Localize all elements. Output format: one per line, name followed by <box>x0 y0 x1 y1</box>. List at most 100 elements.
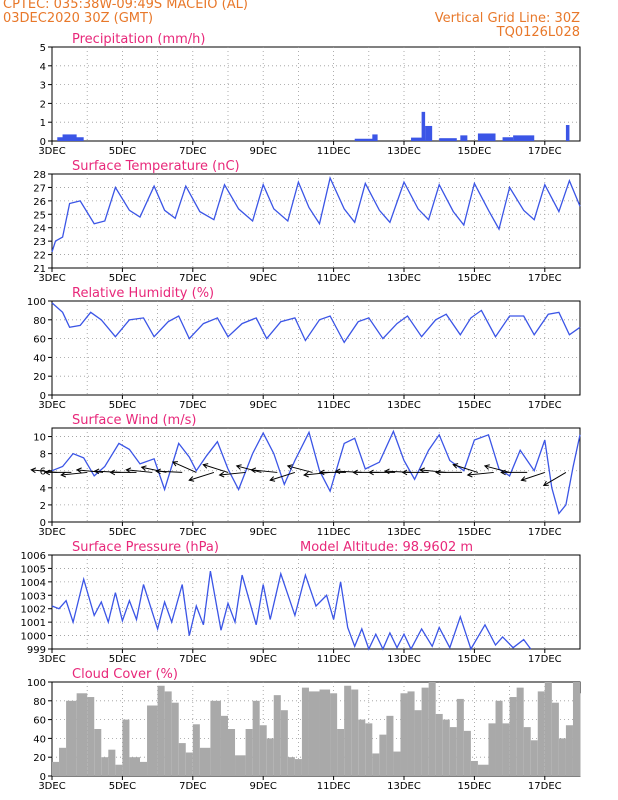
y-tick-label: 999 <box>27 645 46 656</box>
wind-arrow <box>156 470 183 473</box>
cloud-cover-bar <box>379 734 387 776</box>
y-tick-label: 2 <box>40 99 46 110</box>
x-tick-label: 7DEC <box>179 146 206 157</box>
x-tick-label: 15DEC <box>458 781 492 792</box>
y-tick-label: 60 <box>33 335 46 346</box>
wind-arrow-head <box>419 467 426 474</box>
cloud-cover-bar <box>66 700 77 776</box>
panel-title: Surface Wind (m/s) <box>72 413 196 428</box>
cloud-cover-bar <box>273 695 281 776</box>
x-tick-label: 11DEC <box>317 400 351 411</box>
x-tick-label: 9DEC <box>250 781 277 792</box>
y-tick-label: 0 <box>40 391 46 402</box>
cloud-cover-bar <box>544 682 552 776</box>
x-tick-label: 7DEC <box>179 781 206 792</box>
wind-arrow-head <box>171 461 178 467</box>
cloud-cover-bar <box>509 697 517 776</box>
cloud-cover-bar <box>393 751 401 776</box>
cloud-cover-bar <box>530 740 538 776</box>
y-tick-label: 27 <box>33 183 46 194</box>
precip-bar <box>421 111 426 141</box>
cloud-cover-bar <box>52 761 60 776</box>
plot-frame <box>51 427 581 523</box>
cloud-cover-bar <box>94 729 102 776</box>
wind-arrow <box>287 465 313 473</box>
panel-6: 0 20 40 60 80 100 3DEC 5DEC 7DEC 9DEC 11DEC 13DEC 15… <box>27 667 581 792</box>
cloud-cover-bar <box>59 747 67 776</box>
wind-arrow-head <box>250 467 257 474</box>
y-tick-label: 40 <box>33 734 46 745</box>
wind-arrow <box>251 469 278 473</box>
wind-arrow-head <box>483 464 490 470</box>
cloud-cover-bar <box>185 752 193 776</box>
x-tick-label: 13DEC <box>387 527 421 538</box>
wind-arrow <box>76 469 104 473</box>
cloud-cover-bar <box>178 743 186 776</box>
cloud-cover-bar <box>330 693 338 776</box>
wind-arrow-head <box>155 468 161 475</box>
series-line <box>51 570 532 651</box>
precip-bar <box>439 138 457 141</box>
y-tick-label: 24 <box>33 224 46 235</box>
cloud-cover-bar <box>308 691 320 776</box>
y-tick-label: 2 <box>40 501 46 512</box>
y-tick-label: 23 <box>33 237 46 248</box>
panel-title: Relative Humidity (%) <box>72 286 214 301</box>
cloud-cover-bar <box>470 760 478 776</box>
cloud-cover-bar <box>442 719 450 776</box>
cloud-cover-bar <box>351 689 359 776</box>
x-tick-label: 11DEC <box>317 654 351 665</box>
wind-arrow-head <box>218 471 225 478</box>
precip-bar <box>372 134 378 141</box>
cloud-cover-bar <box>428 682 436 776</box>
header-location: CPTEC: 035:38W-09:49S MACEIO (AL) <box>3 0 248 12</box>
y-tick-label: 1000 <box>21 632 46 643</box>
wind-arrow-head <box>452 463 459 469</box>
wind-arrow-head <box>303 471 309 478</box>
series-line <box>51 429 581 515</box>
wind-arrow <box>61 471 88 476</box>
y-tick-label: 8 <box>40 450 46 461</box>
y-tick-label: 1001 <box>21 618 46 629</box>
cloud-cover-bar <box>565 725 573 776</box>
x-tick-label: 7DEC <box>179 527 206 538</box>
y-tick-label: 80 <box>33 697 46 708</box>
wind-arrow-head <box>76 467 82 474</box>
x-tick-label: 5DEC <box>109 273 136 284</box>
x-tick-label: 17DEC <box>528 273 562 284</box>
wind-arrow-head <box>109 469 116 476</box>
x-tick-label: 15DEC <box>458 400 492 411</box>
x-tick-label: 5DEC <box>109 400 136 411</box>
cloud-cover-bar <box>266 738 274 776</box>
precip-bar <box>62 134 77 141</box>
cloud-cover-bar <box>337 729 345 776</box>
cloud-cover-bar <box>129 757 140 776</box>
x-tick-label: 7DEC <box>179 400 206 411</box>
y-tick-label: 40 <box>33 353 46 364</box>
y-tick-label: 3 <box>40 81 46 92</box>
wind-arrow-head <box>60 471 66 478</box>
cloud-cover-bar <box>477 764 489 776</box>
x-tick-label: 17DEC <box>528 400 562 411</box>
x-tick-label: 15DEC <box>458 146 492 157</box>
cloud-cover-bar <box>414 710 422 776</box>
cloud-cover-bar <box>280 710 288 776</box>
y-tick-label: 100 <box>27 678 46 689</box>
wind-arrow-head <box>269 476 276 482</box>
x-tick-label: 3DEC <box>38 654 65 665</box>
x-tick-label: 3DEC <box>38 400 65 411</box>
cloud-cover-bar <box>537 691 545 776</box>
x-tick-label: 5DEC <box>109 654 136 665</box>
precip-bar <box>513 135 535 141</box>
cloud-cover-bar <box>463 730 471 776</box>
cloud-cover-bar <box>456 698 464 776</box>
wind-arrow <box>453 464 479 473</box>
x-tick-label: 11DEC <box>317 781 351 792</box>
panel-title: Cloud Cover (%) <box>72 667 178 682</box>
y-tick-label: 0 <box>40 518 46 529</box>
cloud-cover-bar <box>435 713 443 776</box>
panel-title: Surface Temperature (nC) <box>72 159 240 174</box>
precip-bar <box>477 133 496 141</box>
series-line <box>51 302 581 344</box>
